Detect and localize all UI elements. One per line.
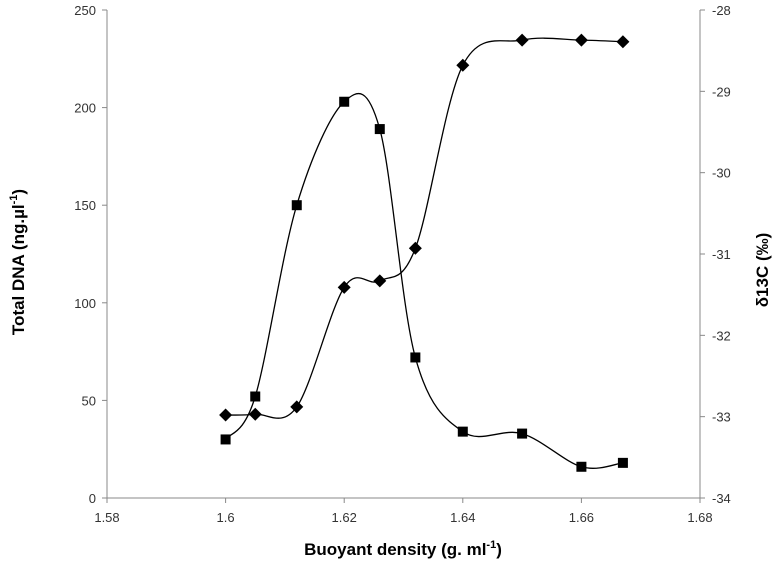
total-dna-point (250, 391, 261, 402)
total-dna-point (576, 461, 587, 472)
left-y-tick-label: 200 (74, 101, 96, 116)
series-markers (219, 33, 630, 472)
delta13c-point (337, 280, 351, 294)
x-tick-label: 1.64 (450, 510, 475, 525)
total-dna-point (374, 124, 385, 135)
left-y-tick-label: 150 (74, 198, 96, 213)
x-tick-label: 1.62 (332, 510, 357, 525)
right-y-tick-label: -34 (712, 491, 731, 506)
total-dna-point (220, 434, 231, 445)
total-dna-point (410, 352, 421, 363)
left-y-tick-label: 250 (74, 3, 96, 18)
right-y-tick-label: -30 (712, 166, 731, 181)
right-y-ticks: -34 -33 -32 -31 -30 -29 -28 (700, 3, 731, 506)
right-y-tick-label: -32 (712, 328, 731, 343)
axes (106, 10, 701, 499)
total-dna-point (617, 457, 628, 468)
delta13c-point (456, 58, 470, 72)
x-tick-label: 1.68 (687, 510, 712, 525)
delta13c-point (616, 35, 630, 49)
delta13c-point (219, 408, 233, 422)
total-dna-point (291, 200, 302, 211)
delta13c-point (408, 241, 422, 255)
delta13c-point (290, 400, 304, 414)
x-tick-label: 1.66 (569, 510, 594, 525)
delta13c-point (373, 274, 387, 288)
total-dna-point (339, 96, 350, 107)
delta13c-point (574, 33, 588, 47)
x-axis-title: Buoyant density (g. ml-1) (304, 539, 502, 559)
series-lines (225, 37, 624, 469)
right-y-tick-label: -28 (712, 3, 731, 18)
right-y-tick-label: -31 (712, 247, 731, 262)
left-y-axis-title: Total DNA (ng.µl-1) (8, 189, 28, 335)
total-dna-point (517, 428, 528, 439)
x-tick-label: 1.58 (94, 510, 119, 525)
right-y-tick-label: -29 (712, 84, 731, 99)
left-y-tick-label: 50 (82, 393, 96, 408)
x-tick-label: 1.6 (217, 510, 235, 525)
delta13c-point (248, 407, 262, 421)
left-y-ticks: 0 50 100 150 200 250 (74, 3, 107, 506)
total-dna-series-line (225, 93, 624, 469)
x-ticks: 1.58 1.6 1.62 1.64 1.66 1.68 (94, 498, 713, 525)
left-y-tick-label: 100 (74, 296, 96, 311)
left-y-tick-label: 0 (89, 491, 96, 506)
right-y-tick-label: -33 (712, 410, 731, 425)
delta13c-series-line (225, 37, 623, 419)
right-y-axis-title: δ13C (‰) (753, 233, 772, 308)
total-dna-point (457, 426, 468, 437)
delta13c-point (515, 33, 529, 47)
